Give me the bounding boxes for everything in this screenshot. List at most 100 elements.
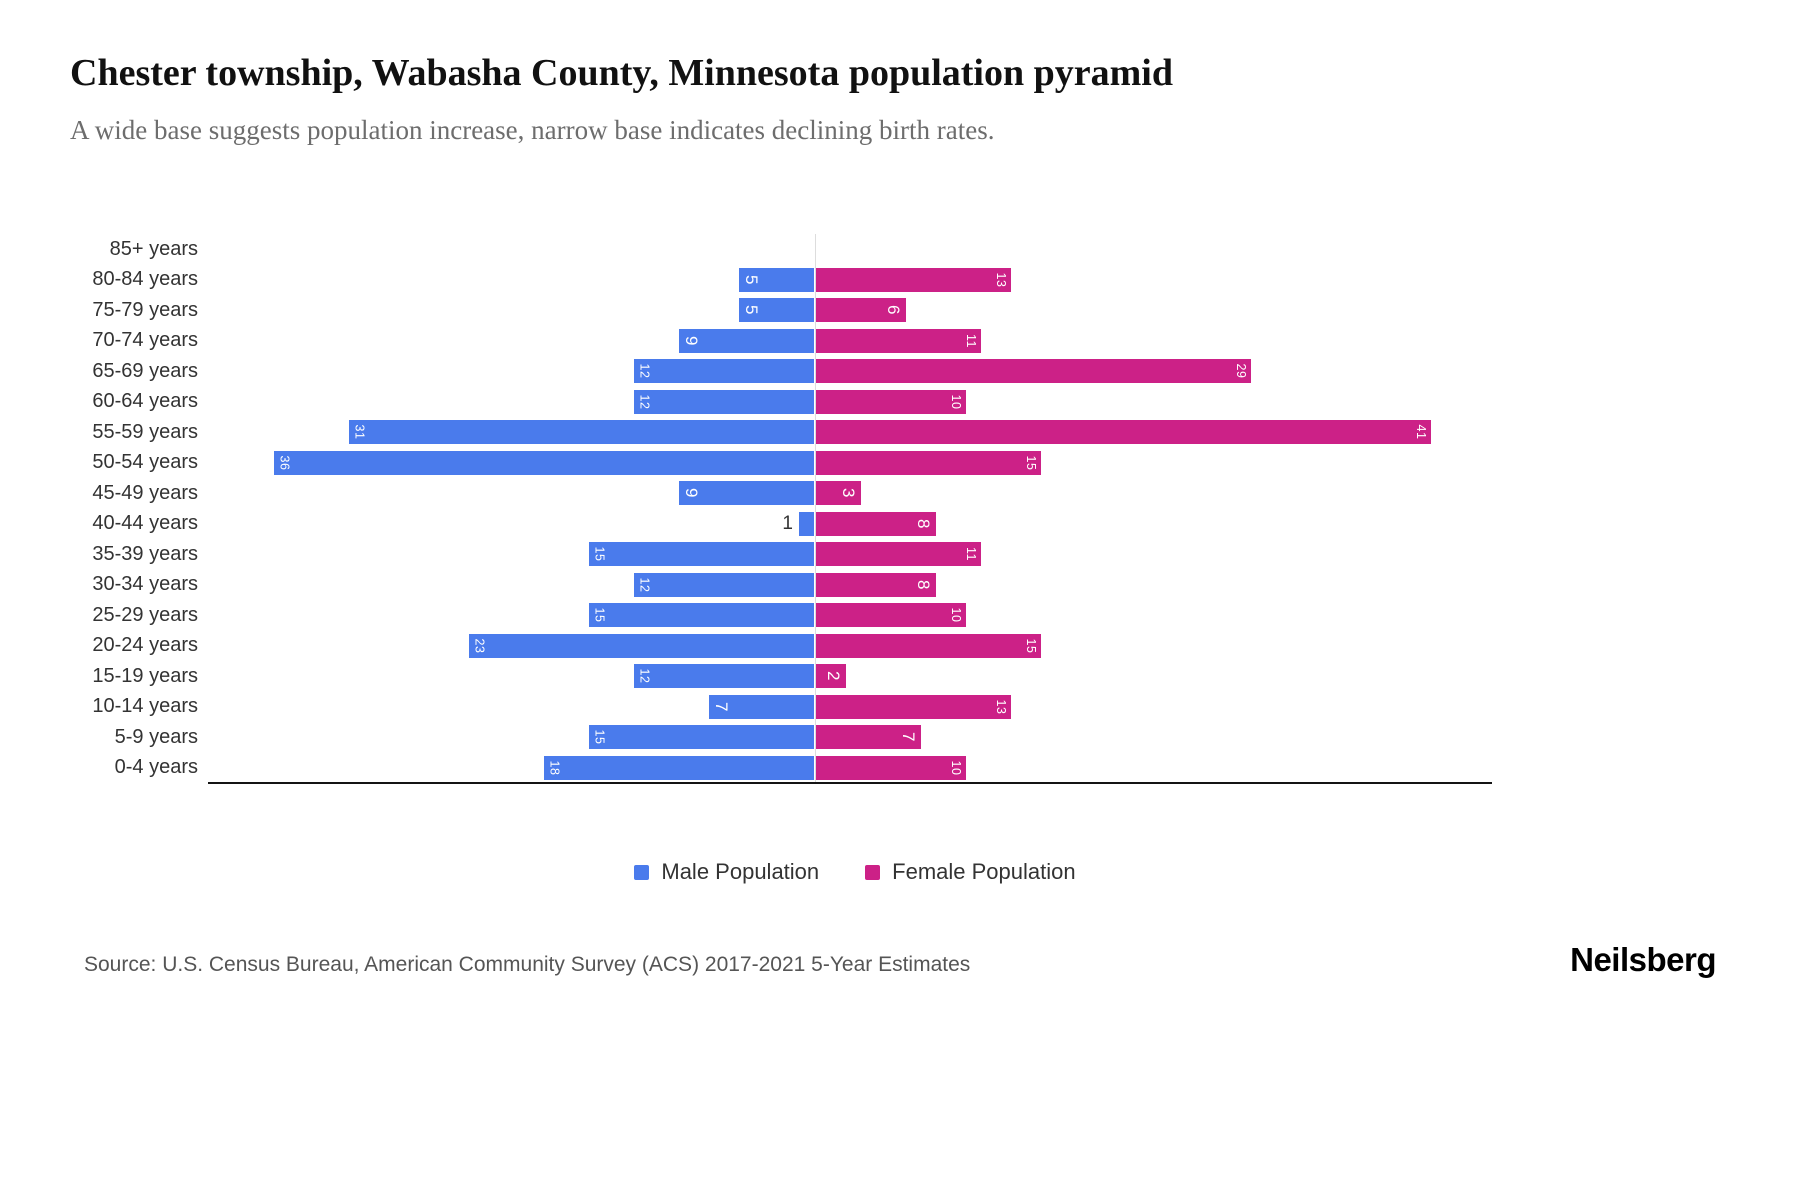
pyramid-row: 25-29 years 15 10 — [70, 600, 1510, 631]
female-population-bar: 13 — [816, 694, 1011, 719]
pyramid-row: 5-9 years 15 7 — [70, 722, 1510, 753]
bar-value-label: 23 — [472, 638, 487, 654]
y-axis-label: 50-54 years — [92, 451, 198, 474]
bar-value-label: 5 — [742, 305, 761, 316]
female-population-bar: 15 — [816, 633, 1041, 658]
pyramid-rows: 85+ years 80-84 years 5 13 75-79 years 5 6 70-7… — [70, 234, 1510, 783]
source-text: Source: U.S. Census Bureau, American Com… — [84, 953, 971, 977]
chart-title: Chester township, Wabasha County, Minnes… — [70, 52, 1173, 94]
bar-value-label: 9 — [682, 335, 701, 346]
pyramid-row: 80-84 years 5 13 — [70, 265, 1510, 296]
pyramid-row: 65-69 years 12 29 — [70, 356, 1510, 387]
bar-value-label: 18 — [547, 760, 562, 776]
legend-item-female[interactable]: Female Population — [865, 859, 1076, 885]
plot-cell: 7 13 — [210, 692, 1490, 723]
female-population-bar: 41 — [816, 420, 1431, 445]
plot-cell: 15 10 — [210, 600, 1490, 631]
bar-value-label: 15 — [1024, 638, 1038, 654]
y-axis-label: 85+ years — [109, 237, 198, 260]
bar-value-label: 3 — [839, 488, 858, 499]
chart-legend: Male Population Female Population — [70, 859, 1730, 885]
y-axis-label: 55-59 years — [92, 420, 198, 443]
bar-value-label: 12 — [637, 363, 652, 379]
bar-value-label: 6 — [884, 305, 903, 316]
bar-value-label: 10 — [949, 760, 963, 776]
bar-value-label: 15 — [592, 607, 607, 623]
female-population-bar: 8 — [816, 511, 936, 536]
bar-value-label: 13 — [994, 272, 1008, 288]
female-population-bar: 10 — [816, 603, 966, 628]
male-population-bar: 12 — [634, 359, 814, 384]
plot-cell: 31 41 — [210, 417, 1490, 448]
female-population-bar: 7 — [816, 725, 921, 750]
plot-cell: 5 13 — [210, 265, 1490, 296]
male-population-bar — [799, 511, 814, 536]
bar-value-label: 36 — [277, 455, 292, 471]
male-population-bar: 9 — [679, 481, 814, 506]
female-population-bar: 10 — [816, 389, 966, 414]
chart-subtitle: A wide base suggests population increase… — [70, 114, 995, 145]
y-axis-label: 45-49 years — [92, 481, 198, 504]
female-population-bar: 29 — [816, 359, 1251, 384]
male-population-bar: 12 — [634, 389, 814, 414]
plot-cell: 15 7 — [210, 722, 1490, 753]
pyramid-row: 40-44 years 1 8 — [70, 509, 1510, 540]
bar-value-label: 7 — [712, 701, 731, 712]
male-population-bar: 15 — [589, 725, 814, 750]
female-population-bar: 2 — [816, 664, 846, 689]
y-axis-label: 5-9 years — [114, 725, 198, 748]
y-axis-label: 40-44 years — [92, 512, 198, 535]
bar-value-label: 29 — [1234, 363, 1248, 379]
male-population-bar: 23 — [469, 633, 814, 658]
plot-cell — [210, 234, 1490, 265]
bar-value-label: 13 — [994, 699, 1008, 715]
bar-value-label: 12 — [637, 577, 652, 593]
male-population-bar: 12 — [634, 572, 814, 597]
bar-value-label: 15 — [1024, 455, 1038, 471]
y-axis-label: 65-69 years — [92, 359, 198, 382]
bar-value-label: 1 — [782, 512, 793, 534]
y-axis-label: 30-34 years — [92, 573, 198, 596]
plot-cell: 15 11 — [210, 539, 1490, 570]
female-population-bar: 10 — [816, 755, 966, 780]
bar-value-label: 5 — [742, 274, 761, 285]
plot-cell: 18 10 — [210, 753, 1490, 784]
plot-cell: 12 8 — [210, 570, 1490, 601]
female-population-bar: 6 — [816, 298, 906, 323]
y-axis-label: 15-19 years — [92, 664, 198, 687]
plot-cell: 36 15 — [210, 448, 1490, 479]
bar-value-label: 41 — [1414, 424, 1428, 440]
male-population-bar: 15 — [589, 542, 814, 567]
bar-value-label: 8 — [914, 579, 933, 590]
male-population-bar: 5 — [739, 267, 814, 292]
female-population-bar: 13 — [816, 267, 1011, 292]
female-population-bar: 11 — [816, 328, 981, 353]
chart-footer: Source: U.S. Census Bureau, American Com… — [70, 941, 1730, 979]
male-population-bar: 18 — [544, 755, 814, 780]
plot-cell: 23 15 — [210, 631, 1490, 662]
female-population-bar: 15 — [816, 450, 1041, 475]
male-population-bar: 31 — [349, 420, 814, 445]
female-population-bar: 8 — [816, 572, 936, 597]
bar-value-label: 10 — [949, 607, 963, 623]
pyramid-row: 70-74 years 9 11 — [70, 326, 1510, 357]
pyramid-row: 45-49 years 9 3 — [70, 478, 1510, 509]
page: Chester township, Wabasha County, Minnes… — [70, 52, 1730, 979]
plot-cell: 12 10 — [210, 387, 1490, 418]
bar-value-label: 31 — [352, 424, 367, 440]
pyramid-row: 35-39 years 15 11 — [70, 539, 1510, 570]
pyramid-row: 55-59 years 31 41 — [70, 417, 1510, 448]
pyramid-row: 50-54 years 36 15 — [70, 448, 1510, 479]
male-population-bar: 12 — [634, 664, 814, 689]
legend-item-male[interactable]: Male Population — [634, 859, 819, 885]
bar-value-label: 12 — [637, 668, 652, 684]
female-legend-swatch-icon — [865, 864, 881, 880]
y-axis-label: 70-74 years — [92, 329, 198, 352]
male-population-bar: 9 — [679, 328, 814, 353]
y-axis-label: 75-79 years — [92, 298, 198, 321]
y-axis-label: 20-24 years — [92, 634, 198, 657]
y-axis-label: 35-39 years — [92, 542, 198, 565]
pyramid-row: 85+ years — [70, 234, 1510, 265]
